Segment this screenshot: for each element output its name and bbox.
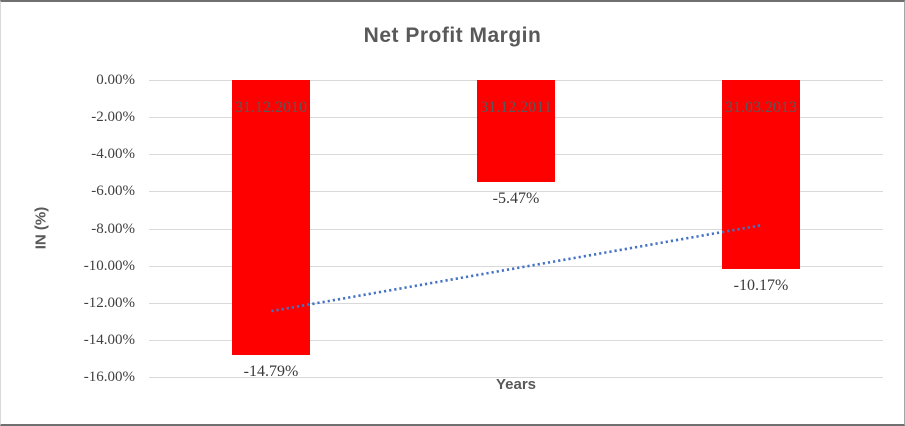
gridline	[149, 191, 883, 192]
category-label: 31.12.2011	[480, 99, 552, 116]
value-label: -14.79%	[243, 363, 299, 380]
value-label: -10.17%	[733, 277, 789, 294]
gridline	[149, 340, 883, 341]
category-label: 31.03.2013	[725, 99, 797, 116]
category-label: 31.12.2010	[235, 99, 307, 116]
y-axis-tick-label: -4.00%	[91, 146, 135, 162]
bar-31.12.2011	[477, 80, 555, 182]
y-axis-tick-label: -16.00%	[83, 369, 135, 385]
y-axis-title: IN (%)	[32, 206, 50, 250]
value-label: -5.47%	[492, 190, 540, 207]
y-axis-tick-label: -6.00%	[91, 183, 135, 199]
y-axis-tick-label: -10.00%	[83, 258, 135, 274]
chart-title: Net Profit Margin	[363, 24, 542, 47]
y-axis-tick-label: -14.00%	[83, 332, 135, 348]
y-axis-tick-label: -8.00%	[91, 221, 135, 237]
gridline	[149, 377, 883, 378]
bar-31.12.2010	[232, 80, 310, 355]
y-axis-tick-label: -12.00%	[83, 295, 135, 311]
trendline-path	[271, 224, 761, 313]
x-axis-title: Years	[495, 376, 537, 393]
y-axis-tick-label: -2.00%	[91, 109, 135, 125]
y-axis-tick-label: 0.00%	[96, 72, 135, 88]
